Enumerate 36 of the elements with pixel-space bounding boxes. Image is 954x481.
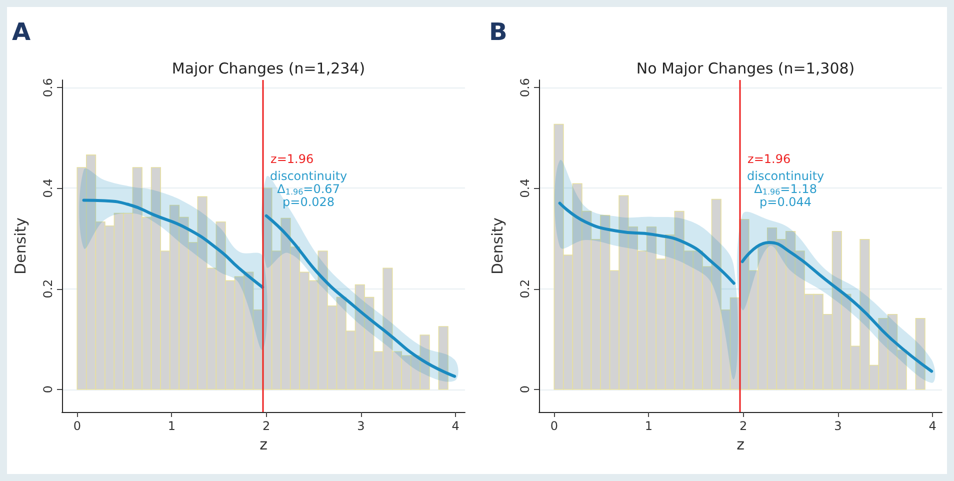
y-axis-title: Density bbox=[488, 217, 506, 275]
y-tick-label: 0.2 bbox=[41, 279, 55, 298]
annotation: discontinuity bbox=[746, 169, 824, 183]
x-tick-label: 2 bbox=[740, 419, 748, 433]
x-tick-label: 0 bbox=[550, 419, 558, 433]
y-tick-label: 0 bbox=[518, 386, 532, 394]
x-tick-label: 3 bbox=[357, 419, 365, 433]
x-axis-title: z bbox=[260, 435, 268, 454]
x-tick-label: 2 bbox=[262, 419, 270, 433]
text: A bbox=[12, 18, 31, 46]
x-tick-label: 1 bbox=[644, 419, 653, 433]
chart-title: No Major Changes (n=1,308) bbox=[636, 60, 855, 78]
x-axis-title: z bbox=[736, 435, 745, 454]
y-axis-title: Density bbox=[12, 217, 30, 275]
y-tick-label: 0.4 bbox=[41, 178, 55, 198]
line-series bbox=[264, 214, 456, 378]
y-tick-label: 0.4 bbox=[518, 178, 532, 198]
y-tick-label: 0 bbox=[41, 386, 55, 394]
ref-line-label: z=1.96 bbox=[748, 152, 791, 166]
line-series bbox=[558, 202, 736, 285]
line-series bbox=[740, 240, 934, 373]
x-tick-label: 1 bbox=[168, 419, 176, 433]
annotation: discontinuity bbox=[270, 169, 348, 183]
text: B bbox=[489, 18, 508, 46]
x-tick-label: 0 bbox=[73, 419, 81, 433]
x-tick-label: 4 bbox=[452, 419, 460, 433]
annotation: p=0.044 bbox=[760, 195, 812, 209]
annotation: p=0.028 bbox=[282, 195, 335, 209]
x-tick-label: 4 bbox=[928, 419, 936, 433]
chart-title: Major Changes (n=1,234) bbox=[172, 60, 366, 78]
y-tick-label: 0.6 bbox=[518, 78, 532, 98]
y-tick-label: 0.6 bbox=[41, 78, 55, 98]
y-tick-label: 0.2 bbox=[518, 279, 532, 298]
x-tick-label: 3 bbox=[834, 419, 842, 433]
ref-line-label: z=1.96 bbox=[270, 152, 314, 166]
line-series bbox=[82, 198, 264, 289]
